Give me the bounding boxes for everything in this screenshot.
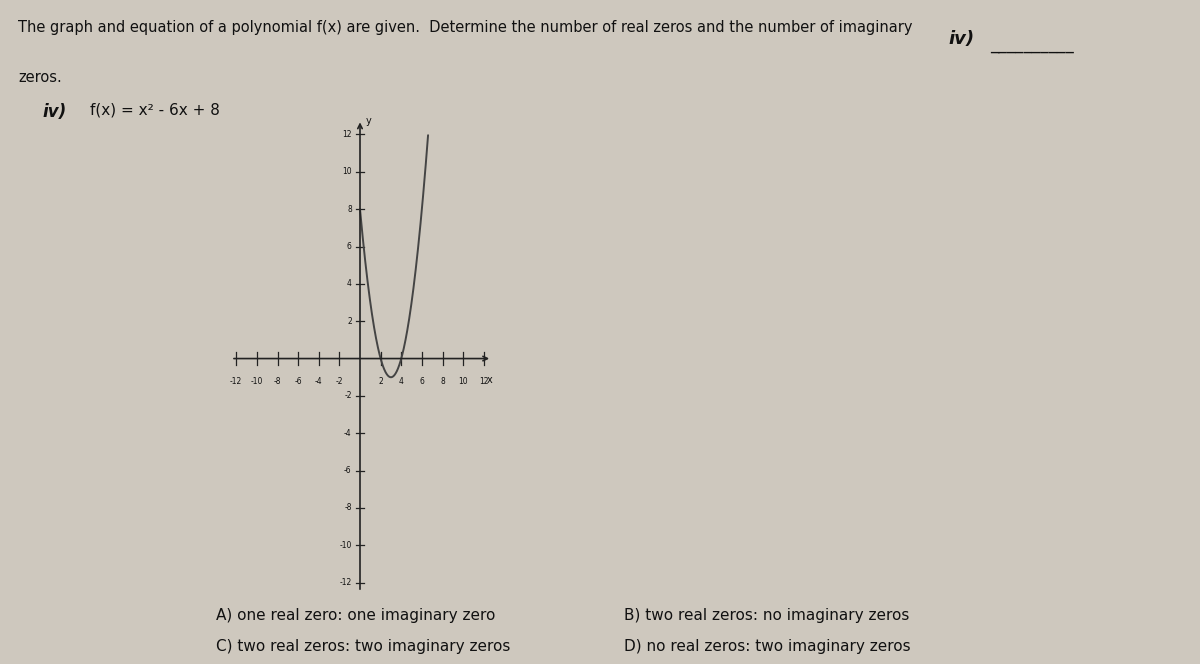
Text: 4: 4 bbox=[347, 280, 352, 288]
Text: y: y bbox=[366, 116, 372, 126]
Text: A) one real zero: one imaginary zero: A) one real zero: one imaginary zero bbox=[216, 608, 496, 623]
Text: The graph and equation of a polynomial f(x) are given.  Determine the number of : The graph and equation of a polynomial f… bbox=[18, 20, 912, 35]
Text: C) two real zeros: two imaginary zeros: C) two real zeros: two imaginary zeros bbox=[216, 639, 510, 654]
Text: zeros.: zeros. bbox=[18, 70, 61, 85]
Text: -2: -2 bbox=[344, 391, 352, 400]
Text: -12: -12 bbox=[340, 578, 352, 587]
Text: -6: -6 bbox=[344, 466, 352, 475]
Text: iv): iv) bbox=[948, 30, 974, 48]
Text: iv): iv) bbox=[42, 103, 66, 121]
Text: x: x bbox=[487, 375, 493, 385]
Text: 4: 4 bbox=[398, 377, 403, 386]
Text: -4: -4 bbox=[314, 377, 323, 386]
Text: -2: -2 bbox=[336, 377, 343, 386]
Text: 12: 12 bbox=[342, 130, 352, 139]
Text: 6: 6 bbox=[347, 242, 352, 251]
Text: -10: -10 bbox=[340, 540, 352, 550]
Text: 10: 10 bbox=[458, 377, 468, 386]
Text: D) no real zeros: two imaginary zeros: D) no real zeros: two imaginary zeros bbox=[624, 639, 911, 654]
Text: B) two real zeros: no imaginary zeros: B) two real zeros: no imaginary zeros bbox=[624, 608, 910, 623]
Text: -8: -8 bbox=[274, 377, 281, 386]
Text: 8: 8 bbox=[347, 205, 352, 214]
Text: __________: __________ bbox=[990, 35, 1074, 52]
Text: 10: 10 bbox=[342, 167, 352, 177]
Text: 2: 2 bbox=[347, 317, 352, 326]
Text: -6: -6 bbox=[294, 377, 302, 386]
Text: -10: -10 bbox=[251, 377, 263, 386]
Text: 2: 2 bbox=[378, 377, 383, 386]
Text: 12: 12 bbox=[479, 377, 488, 386]
Text: -4: -4 bbox=[344, 429, 352, 438]
Text: -12: -12 bbox=[230, 377, 242, 386]
Text: f(x) = x² - 6x + 8: f(x) = x² - 6x + 8 bbox=[90, 103, 220, 118]
Text: -8: -8 bbox=[344, 503, 352, 513]
Text: 6: 6 bbox=[420, 377, 425, 386]
Text: 8: 8 bbox=[440, 377, 445, 386]
